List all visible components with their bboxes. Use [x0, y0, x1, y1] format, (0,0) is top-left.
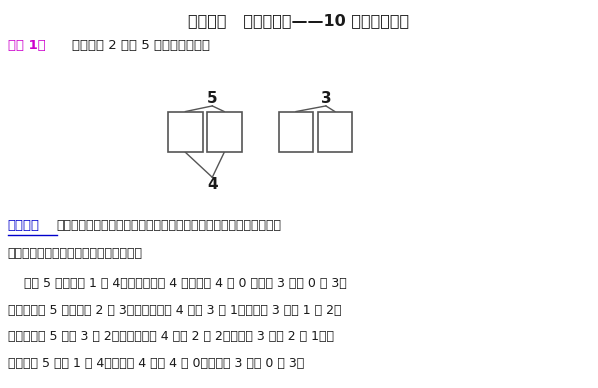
- Text: 可以假设 5 分成 1 和 4，下面的 4 分成 4 和 0，后面的 3 分成 0 和 3。: 可以假设 5 分成 1 和 4，下面的 4 分成 4 和 0，后面的 3 分成 …: [8, 357, 304, 370]
- Bar: [168, 112, 203, 152]
- Text: 假设 5 可以分成 1 和 4，这样下面的 4 可以分成 4 和 0 最后的 3 分成 0 和 3；: 假设 5 可以分成 1 和 4，这样下面的 4 可以分成 4 和 0 最后的 3…: [8, 277, 346, 291]
- Text: 3: 3: [321, 92, 331, 106]
- Text: 还可以假设 5 可以分成 2 和 3，扎样下面的 4 分成 3 和 1，最后的 3 分成 1 和 2；: 还可以假设 5 可以分成 2 和 3，扎样下面的 4 分成 3 和 1，最后的 …: [8, 304, 341, 317]
- Text: 还可以假设 5 分成 3 和 2，这样下面的 4 分成 2 和 2，最后的 3 分成 2 和 1；还: 还可以假设 5 分成 3 和 2，这样下面的 4 分成 2 和 2，最后的 3 …: [8, 330, 334, 343]
- Text: 时可以用假设法和排除法来分析和思考。: 时可以用假设法和排除法来分析和思考。: [8, 247, 143, 260]
- Text: 5: 5: [207, 92, 218, 106]
- Text: 4: 4: [207, 177, 218, 192]
- Text: 本题考查的知识点是利用分类讨论的方法解答数的分与合问题。解答: 本题考查的知识点是利用分类讨论的方法解答数的分与合问题。解答: [57, 219, 282, 232]
- Bar: [318, 112, 352, 152]
- Text: 【例 1】: 【例 1】: [8, 39, 45, 52]
- Text: 第一单元   快乐的校园——10 以内数的认识: 第一单元 快乐的校园——10 以内数的认识: [188, 14, 410, 29]
- Text: 一个数比 2 大比 5 小这个数是几？: 一个数比 2 大比 5 小这个数是几？: [72, 39, 210, 52]
- Text: 思路分析: 思路分析: [8, 219, 40, 232]
- Bar: [279, 112, 313, 152]
- Bar: [207, 112, 242, 152]
